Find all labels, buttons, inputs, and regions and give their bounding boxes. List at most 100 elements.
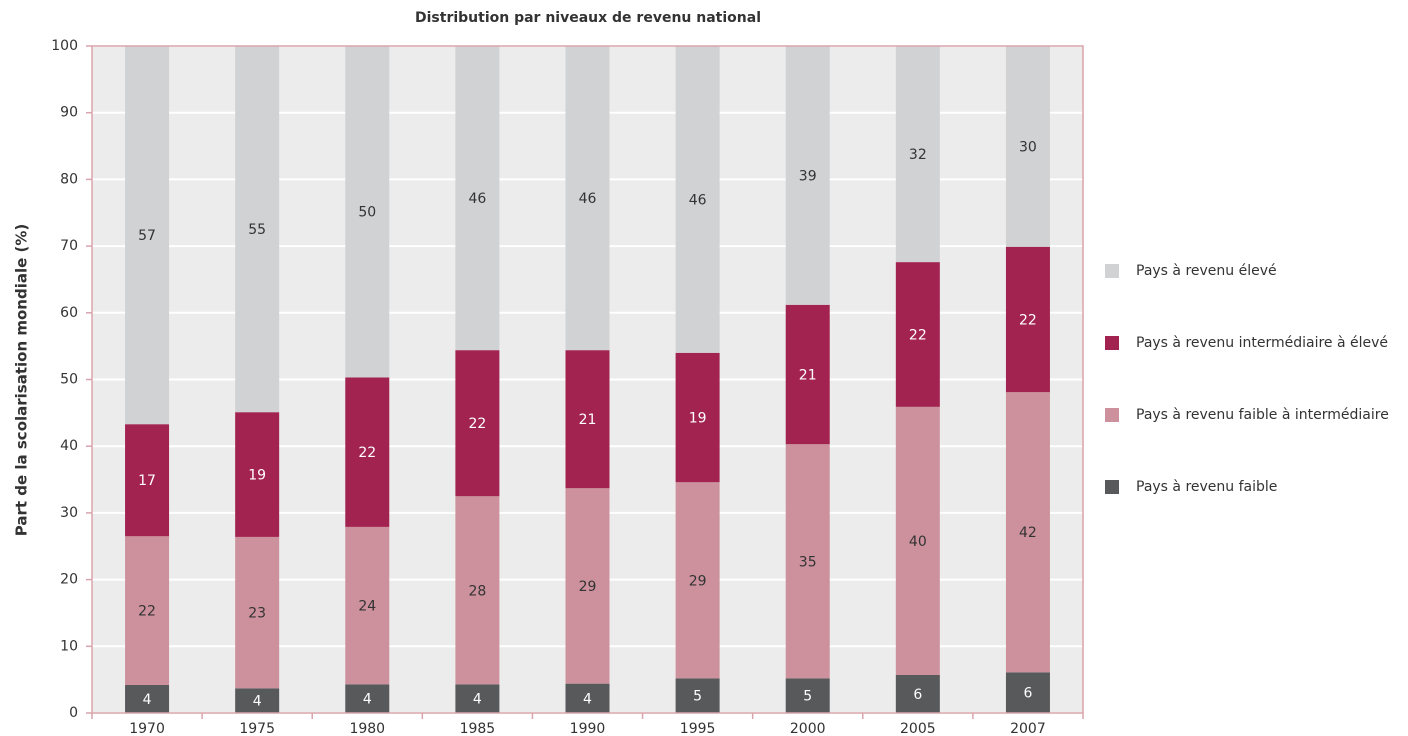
value-label: 42 <box>1019 525 1037 541</box>
value-label: 5 <box>693 689 702 705</box>
bar-segment <box>235 688 280 713</box>
legend-swatch <box>1105 480 1119 494</box>
bar-segment <box>455 46 500 351</box>
value-label: 30 <box>1019 139 1037 155</box>
bar-segment <box>565 46 610 351</box>
bar-segment <box>1005 46 1050 247</box>
value-label: 46 <box>468 191 486 207</box>
x-tick-label: 2005 <box>900 721 936 736</box>
legend-label: Pays à revenu élevé <box>1136 263 1277 279</box>
y-tick-label: 30 <box>60 505 78 521</box>
value-label: 39 <box>799 168 817 184</box>
bar-segment <box>125 536 170 685</box>
y-axis-label: Part de la scolarisation mondiale (%) <box>13 224 31 537</box>
bar-segment <box>1005 246 1050 393</box>
bar-segment <box>785 444 830 679</box>
bar-segment <box>895 674 940 713</box>
x-tick-label: 1990 <box>570 721 606 736</box>
y-tick-label: 90 <box>60 105 78 121</box>
value-label: 28 <box>468 583 486 599</box>
y-tick-label: 20 <box>60 572 78 588</box>
bar-segment <box>675 352 720 483</box>
value-label: 55 <box>248 222 266 238</box>
y-tick-label: 10 <box>60 638 78 654</box>
legend-swatch <box>1105 336 1119 350</box>
y-tick-label: 40 <box>60 438 78 454</box>
value-label: 4 <box>473 692 482 708</box>
x-tick-label: 1985 <box>460 721 496 736</box>
value-label: 5 <box>803 689 812 705</box>
value-label: 57 <box>138 228 156 244</box>
y-tick-label: 70 <box>60 238 78 254</box>
bar-segment <box>785 304 830 445</box>
value-label: 21 <box>579 412 597 428</box>
value-label: 35 <box>799 554 817 570</box>
y-tick-label: 100 <box>51 38 78 54</box>
bar-segment <box>565 350 610 489</box>
bar-segment <box>565 683 610 713</box>
bar-segment <box>345 46 390 378</box>
value-label: 4 <box>143 692 152 708</box>
value-label: 24 <box>358 599 376 615</box>
value-label: 4 <box>363 692 372 708</box>
value-label: 22 <box>358 445 376 461</box>
bar-segment <box>455 684 500 713</box>
bar-segment <box>1005 392 1050 673</box>
bar-segment <box>455 496 500 685</box>
legend-label: Pays à revenu intermédiaire à élevé <box>1136 335 1388 351</box>
value-label: 22 <box>1019 312 1037 328</box>
value-label: 32 <box>909 147 927 163</box>
bar-segment <box>675 482 720 679</box>
y-tick-label: 60 <box>60 305 78 321</box>
plot-border <box>91 45 1084 714</box>
bar-segment <box>235 412 280 537</box>
value-label: 29 <box>689 573 707 589</box>
bar-segment <box>785 46 830 305</box>
bar-segment <box>345 526 390 685</box>
bar-segment <box>1005 672 1050 713</box>
bar-segment <box>235 46 280 413</box>
value-label: 40 <box>909 534 927 550</box>
value-label: 46 <box>689 192 707 208</box>
bar-segment <box>455 350 500 497</box>
x-tick-label: 2000 <box>790 721 826 736</box>
bar-segment <box>345 684 390 713</box>
x-tick-label: 2007 <box>1010 721 1046 736</box>
legend-label: Pays à revenu faible à intermédiaire <box>1136 407 1389 423</box>
x-tick-label: 1975 <box>239 721 275 736</box>
value-label: 6 <box>1023 686 1032 702</box>
value-label: 19 <box>248 468 266 484</box>
y-tick-label: 0 <box>69 705 78 721</box>
bar-segment <box>345 377 390 527</box>
bar-segment <box>895 46 940 263</box>
value-label: 4 <box>583 691 592 707</box>
value-label: 19 <box>689 411 707 427</box>
bar-segment <box>125 684 170 713</box>
bar-segment <box>785 678 830 713</box>
legend-swatch <box>1105 408 1119 422</box>
bar-segment <box>675 678 720 713</box>
value-label: 50 <box>358 205 376 221</box>
value-label: 23 <box>248 606 266 622</box>
value-label: 22 <box>138 604 156 620</box>
value-label: 21 <box>799 367 817 383</box>
x-tick-label: 1980 <box>349 721 385 736</box>
bar-segment <box>895 262 940 407</box>
bar-segment <box>565 488 610 684</box>
bar-segment <box>125 424 170 537</box>
bar-segment <box>675 46 720 353</box>
value-label: 46 <box>579 191 597 207</box>
value-label: 22 <box>468 416 486 432</box>
value-label: 22 <box>909 327 927 343</box>
legend-label: Pays à revenu faible <box>1136 479 1277 495</box>
bar-segment <box>235 536 280 689</box>
y-tick-label: 80 <box>60 171 78 187</box>
bar-segment <box>895 406 940 675</box>
x-tick-label: 1970 <box>129 721 165 736</box>
bar-segment <box>125 46 170 425</box>
value-label: 4 <box>253 694 262 710</box>
x-tick-label: 1995 <box>680 721 716 736</box>
value-label: 17 <box>138 473 156 489</box>
chart-title: Distribution par niveaux de revenu natio… <box>415 10 761 26</box>
